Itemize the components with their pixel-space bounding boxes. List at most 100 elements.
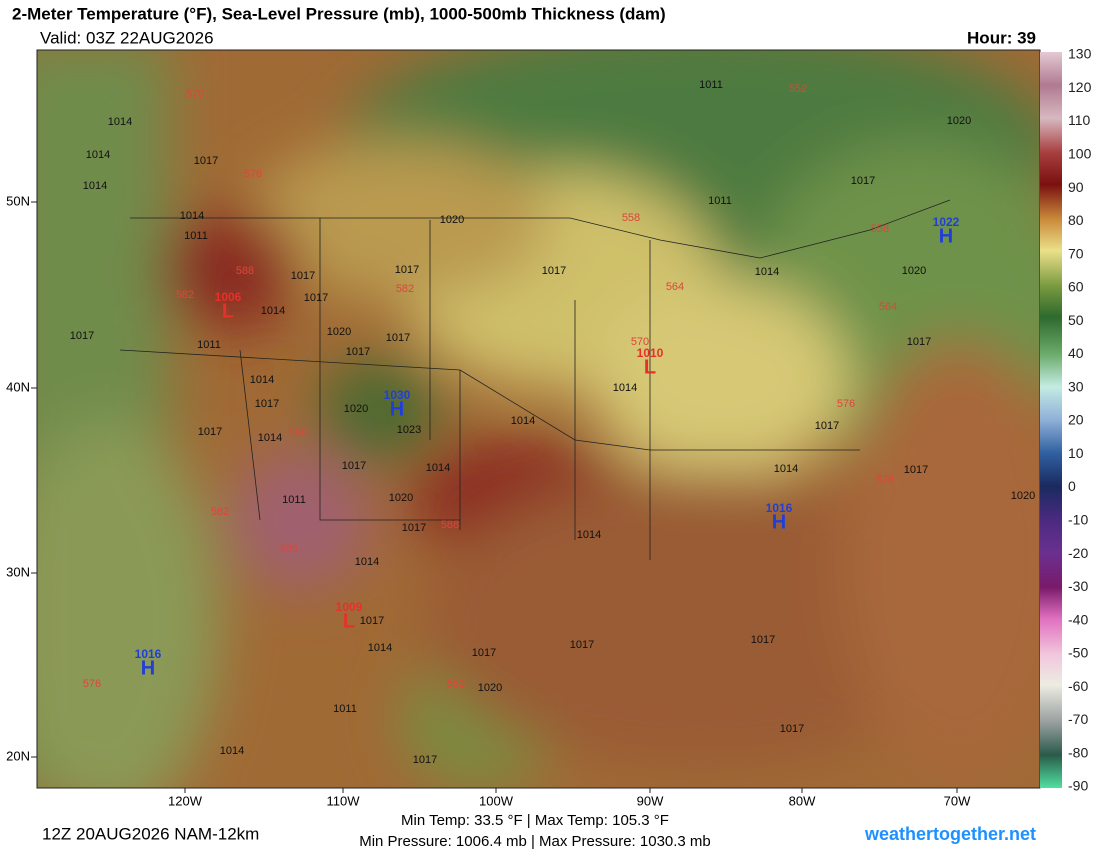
high-pressure-symbol: H (390, 398, 404, 420)
isobar-label: 1014 (258, 432, 282, 444)
isobar-label: 1011 (197, 339, 221, 351)
colorbar-tick-label: 110 (1068, 112, 1091, 128)
isobar-label: 1014 (220, 745, 244, 757)
thickness-label: 576 (876, 474, 894, 486)
isobar-label: 1017 (472, 647, 496, 659)
thickness-label: 588 (289, 427, 307, 439)
isobar-label: 1011 (708, 195, 732, 207)
thickness-label: 576 (837, 398, 855, 410)
high-pressure-symbol: H (141, 657, 155, 679)
isobar-label: 1011 (333, 703, 357, 715)
valid-time: Valid: 03Z 22AUG2026 (40, 28, 214, 47)
isobar-label: 1017 (815, 420, 839, 432)
lon-label: 110W (327, 793, 361, 808)
colorbar-tick-label: -40 (1068, 611, 1088, 627)
isobar-label: 1020 (344, 403, 368, 415)
colorbar-tick-label: 0 (1068, 478, 1076, 494)
thickness-label: 564 (879, 301, 897, 313)
thickness-label: 552 (789, 83, 807, 95)
lon-label: 120W (168, 793, 203, 808)
thickness-label: 576 (244, 168, 262, 180)
isobar-label: 1017 (542, 265, 566, 277)
colorbar-tick-label: -80 (1068, 744, 1088, 760)
low-pressure-symbol: L (222, 300, 234, 322)
isobar-label: 1014 (355, 556, 379, 568)
lat-label: 50N (6, 193, 30, 208)
low-pressure-symbol: L (644, 356, 656, 378)
colorbar-tick-label: 100 (1068, 146, 1092, 162)
isobar-label: 1017 (570, 639, 594, 651)
high-pressure-value: 1022 (933, 215, 960, 229)
isobar-label: 1023 (397, 424, 421, 436)
colorbar-tick-label: -60 (1068, 678, 1088, 694)
thickness-label: 570 (631, 336, 649, 348)
lat-label: 30N (6, 564, 30, 579)
isobar-label: 1020 (327, 326, 351, 338)
colorbar (1040, 52, 1062, 788)
isobar-label: 1014 (613, 382, 637, 394)
colorbar-tick-label: -10 (1068, 512, 1088, 528)
colorbar-tick-label: -20 (1068, 545, 1088, 561)
lon-label: 90W (637, 793, 664, 808)
isobar-label: 1014 (108, 116, 132, 128)
thickness-label: 570 (186, 88, 204, 100)
colorbar-tick-label: 80 (1068, 212, 1084, 228)
isobar-label: 1017 (360, 615, 384, 627)
lon-label: 100W (479, 793, 514, 808)
thickness-label: 588 (441, 519, 459, 531)
thickness-label: 564 (666, 281, 684, 293)
colorbar-tick-label: 30 (1068, 378, 1084, 394)
isobar-label: 1014 (774, 463, 798, 475)
isobar-label: 1014 (755, 266, 779, 278)
isobar-label: 1017 (851, 175, 875, 187)
isobar-label: 1017 (291, 270, 315, 282)
thickness-label: 582 (211, 506, 229, 518)
isobar-label: 1020 (1011, 490, 1035, 502)
isobar-label: 1017 (386, 332, 410, 344)
low-pressure-value: 1010 (637, 346, 664, 360)
thickness-label: 582 (176, 289, 194, 301)
isobar-label: 1014 (261, 305, 285, 317)
thickness-label: 588 (280, 543, 298, 555)
isobar-label: 1020 (947, 115, 971, 127)
isobar-label: 1017 (907, 336, 931, 348)
isobar-label: 1017 (198, 426, 222, 438)
lon-label: 70W (944, 793, 971, 808)
isobar-label: 1011 (184, 230, 208, 242)
map-field (37, 50, 1040, 788)
isobar-label: 1017 (304, 292, 328, 304)
isobar-label: 1020 (389, 492, 413, 504)
high-pressure-value: 1030 (384, 388, 411, 402)
isobar-label: 1011 (282, 494, 306, 506)
temp-range: Min Temp: 33.5 °F | Max Temp: 105.3 °F (401, 812, 669, 829)
isobar-label: 1014 (577, 529, 601, 541)
colorbar-tick-label: 20 (1068, 412, 1084, 428)
low-pressure-value: 1009 (336, 600, 363, 614)
forecast-hour: Hour: 39 (967, 28, 1036, 47)
isobar-label: 1017 (346, 346, 370, 358)
isobar-label: 1014 (180, 210, 204, 222)
isobar-label: 1017 (342, 460, 366, 472)
isobar-label: 1020 (478, 682, 502, 694)
model-run: 12Z 20AUG2026 NAM-12km (42, 824, 259, 843)
isobar-label: 1014 (368, 642, 392, 654)
high-pressure-symbol: H (939, 225, 953, 247)
lat-label: 40N (6, 379, 30, 394)
thickness-label: 588 (236, 265, 254, 277)
pressure-range: Min Pressure: 1006.4 mb | Max Pressure: … (359, 833, 711, 850)
isobar-label: 1017 (751, 634, 775, 646)
colorbar-tick-label: -30 (1068, 578, 1088, 594)
colorbar-tick-label: 70 (1068, 245, 1084, 261)
isobar-label: 1014 (83, 180, 107, 192)
high-pressure-value: 1016 (766, 501, 793, 515)
colorbar-tick-label: 10 (1068, 445, 1084, 461)
thickness-label: 582 (396, 283, 414, 295)
isobar-label: 1017 (194, 155, 218, 167)
isobar-label: 1017 (255, 398, 279, 410)
colorbar-tick-label: 40 (1068, 345, 1084, 361)
thickness-label: 576 (83, 678, 101, 690)
isobar-label: 1014 (250, 374, 274, 386)
colorbar-tick-label: 50 (1068, 312, 1084, 328)
isobar-label: 1020 (902, 265, 926, 277)
